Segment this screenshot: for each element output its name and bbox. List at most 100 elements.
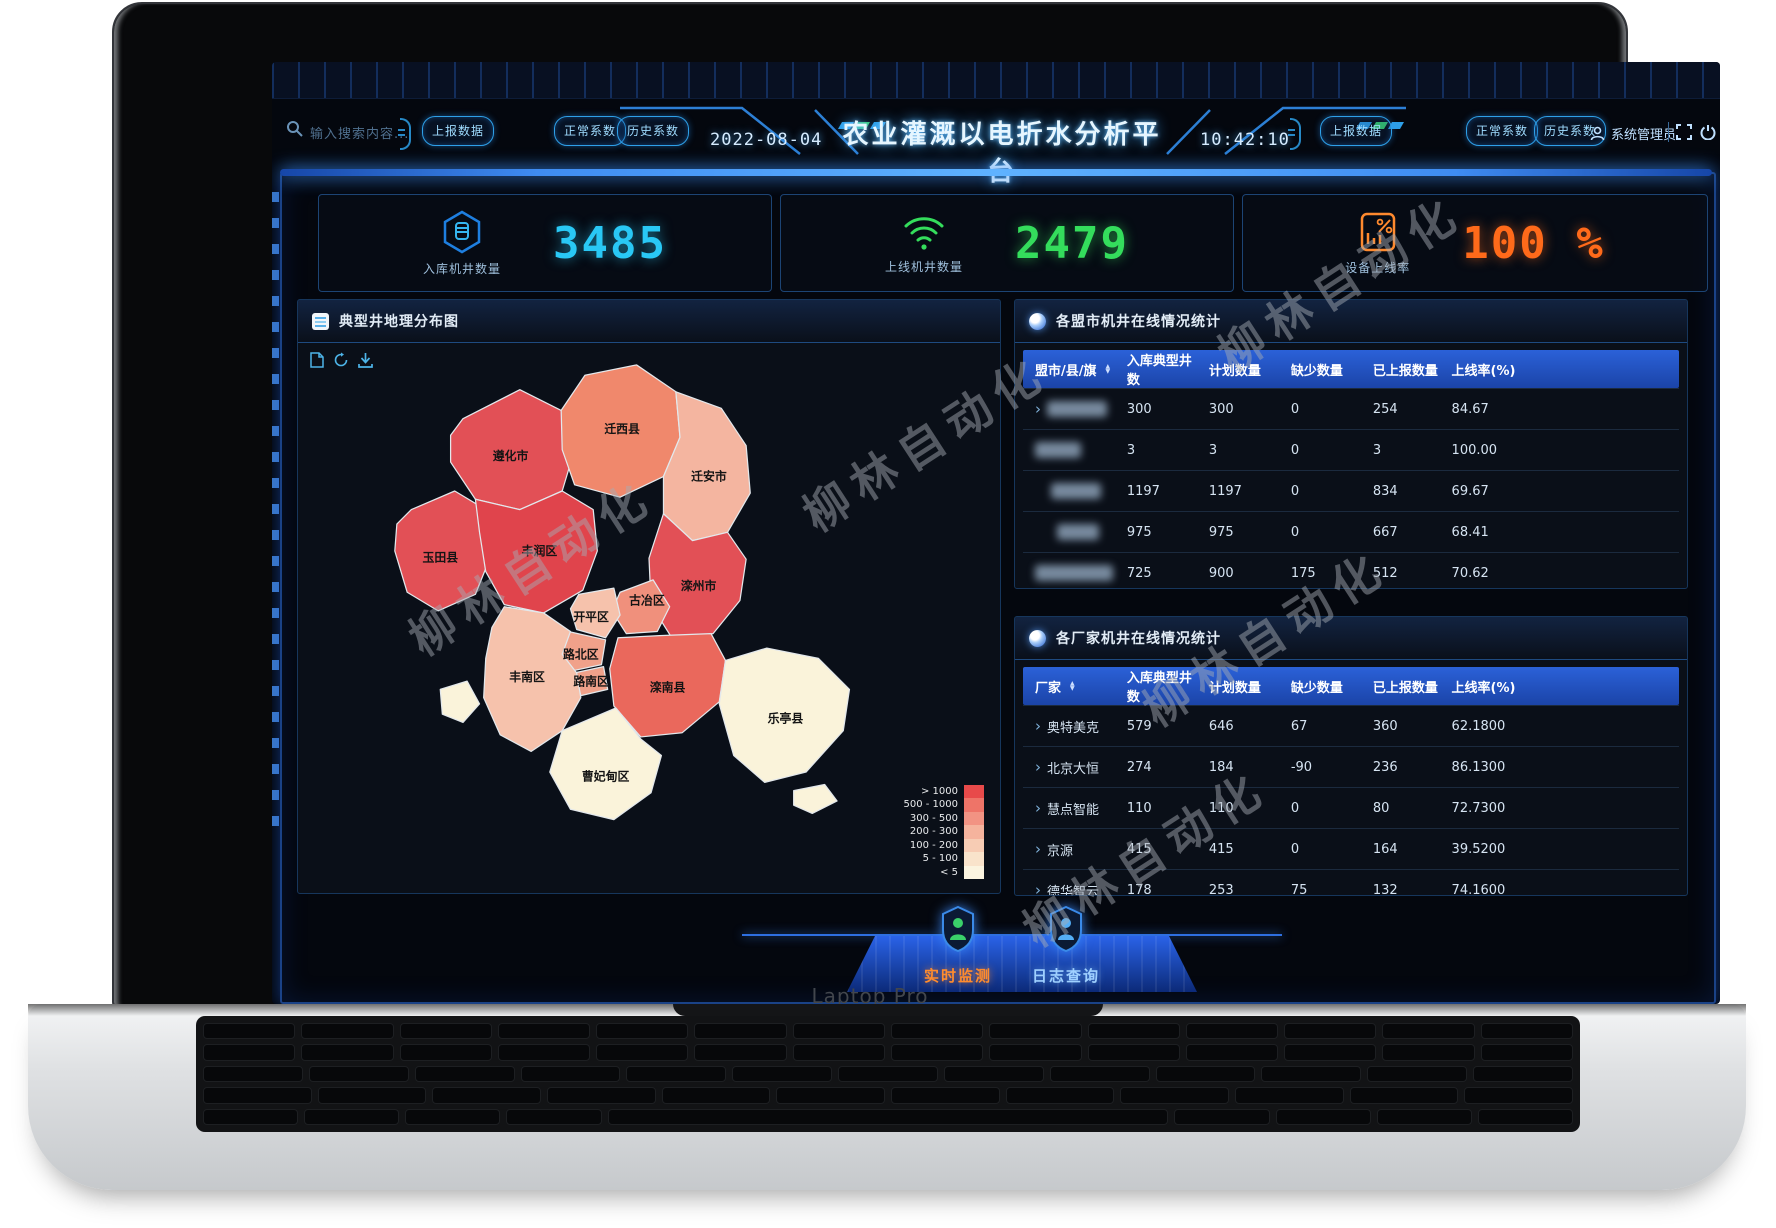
cell: 646 <box>1208 718 1234 734</box>
vendor-name: 京源 <box>1047 843 1074 859</box>
cell: 3 <box>1372 442 1382 458</box>
keyboard-key <box>308 1065 409 1083</box>
panel-handle-decoration <box>398 118 411 150</box>
region-label: 迁安市 <box>691 470 727 484</box>
report-data-button[interactable]: 上报数据 <box>422 116 495 146</box>
normal-coefficient-button[interactable]: 正常系数 <box>554 116 627 146</box>
legend-swatch <box>964 798 984 812</box>
cell: 579 <box>1126 718 1152 734</box>
search-icon[interactable] <box>286 120 303 137</box>
vendor-stats-panel: 各厂家机井在线情况统计 厂家 入库典型井数 计划数量 缺少数量 已上报数量 上线… <box>1014 616 1688 896</box>
page-title: 农业灌溉以电折水分析平台 <box>842 120 1162 187</box>
region-laoting[interactable] <box>718 647 851 784</box>
keyboard-key <box>943 1065 1044 1083</box>
legend-label: 5 - 100 <box>922 853 958 865</box>
history-coefficient-button[interactable]: 历史系数 <box>617 116 690 146</box>
table-row[interactable]: 德华智云 178 253 75 132 74.1600 <box>1023 869 1679 896</box>
table-row[interactable]: 奥特美克 579 646 67 360 62.1800 <box>1023 705 1679 746</box>
keyboard-key <box>1185 1023 1279 1040</box>
search-input[interactable]: 输入搜索内容... <box>310 127 410 142</box>
panel-handle-decoration <box>1288 118 1301 150</box>
choropleth-map[interactable]: 遵化市 迁西县 迁安市 玉田县 丰润区 滦州市 古冶区 开平区 路北区 路南区 … <box>308 346 990 884</box>
tab-realtime-monitor[interactable]: 实时监测 <box>923 967 992 985</box>
expand-chevron-icon[interactable] <box>1035 717 1041 735</box>
left-tick-decoration <box>272 192 279 832</box>
document-icon[interactable] <box>310 352 324 368</box>
region-west-blob[interactable] <box>439 680 481 724</box>
column-header: 计划数量 <box>1208 363 1261 379</box>
cell: 74.1600 <box>1451 882 1506 896</box>
power-icon[interactable] <box>1700 124 1716 140</box>
legend-label: < 5 <box>940 866 958 878</box>
table-row[interactable]: 京源 415 415 0 164 39.5200 <box>1023 828 1679 869</box>
download-icon[interactable] <box>358 352 373 368</box>
region-fengrun[interactable] <box>474 490 598 614</box>
region-label: 曹妃甸区 <box>582 769 630 783</box>
region-yutian[interactable] <box>394 490 493 612</box>
cell: 0 <box>1290 841 1300 857</box>
expand-chevron-icon[interactable] <box>1035 799 1041 817</box>
keyboard-key <box>792 1044 885 1061</box>
cell: 415 <box>1208 841 1234 857</box>
well-database-icon <box>443 210 481 253</box>
keyboard-key <box>497 1044 591 1061</box>
table-row[interactable]: 975 975 0 667 68.41 <box>1023 511 1679 552</box>
region-kaiping[interactable] <box>569 587 621 639</box>
cell: 274 <box>1126 759 1152 775</box>
kpi-value-rate: 100 % <box>1462 217 1605 269</box>
keyboard-key <box>317 1087 427 1104</box>
keyboard-key <box>203 1023 296 1040</box>
table-row[interactable]: 725 900 175 512 70.62 <box>1023 552 1679 588</box>
report-data-button-right[interactable]: 上报数据 <box>1320 116 1393 146</box>
sort-icon[interactable] <box>1106 364 1111 374</box>
keyboard-key <box>694 1023 787 1040</box>
log-badge-icon[interactable] <box>1048 906 1084 952</box>
city-panel-header: 各盟市机井在线情况统计 <box>1015 300 1687 343</box>
table-row[interactable]: 慧点智能 110 110 0 80 72.7300 <box>1023 787 1679 828</box>
sort-icon[interactable] <box>1070 681 1075 691</box>
keyboard-key <box>1087 1023 1180 1040</box>
cell: 0 <box>1290 483 1300 499</box>
header-divider <box>1668 122 1669 142</box>
region-label: 路北区 <box>563 647 599 661</box>
city-table: 盟市/县/旗 入库典型井数 计划数量 缺少数量 已上报数量 上线率(%) 300… <box>1023 350 1679 588</box>
fullscreen-icon[interactable] <box>1676 124 1692 140</box>
tab-log-query[interactable]: 日志查询 <box>1031 967 1100 985</box>
table-row[interactable]: 3 3 0 3 100.00 <box>1023 429 1679 470</box>
kpi-card-online-rate: 设备上线率 100 % <box>1242 194 1708 292</box>
expand-chevron-icon[interactable] <box>1035 881 1041 895</box>
redacted-name <box>1057 524 1099 540</box>
wifi-icon <box>904 216 944 250</box>
region-luannan[interactable] <box>609 632 727 738</box>
legend-swatch <box>964 811 984 825</box>
laptop-hinge <box>673 1004 1103 1016</box>
expand-chevron-icon[interactable] <box>1035 840 1041 858</box>
region-caofeidian[interactable] <box>549 707 663 821</box>
monitor-badge-icon[interactable] <box>940 906 976 952</box>
region-laoting-island[interactable] <box>793 783 838 815</box>
table-row[interactable]: 300 300 0 254 84.67 <box>1023 388 1679 429</box>
map-panel-header: 典型井地理分布图 <box>298 300 1000 343</box>
laptop-base <box>28 1004 1746 1190</box>
region-label: 丰南区 <box>509 670 545 684</box>
kpi-value-registered: 3485 <box>553 217 667 269</box>
expand-chevron-icon[interactable] <box>1035 400 1041 418</box>
expand-chevron-icon[interactable] <box>1035 758 1041 776</box>
keyboard-key <box>1049 1065 1150 1083</box>
keyboard-key <box>891 1087 1000 1104</box>
keyboard-key <box>792 1023 885 1040</box>
table-row[interactable]: 北京大恒 274 184 -90 236 86.1300 <box>1023 746 1679 787</box>
map-panel-icon <box>312 312 329 330</box>
user-menu[interactable]: 系统管理员 <box>1590 124 1676 143</box>
cell: 667 <box>1372 524 1398 540</box>
keyboard-key <box>838 1065 938 1083</box>
normal-coefficient-button-right[interactable]: 正常系数 <box>1466 116 1539 146</box>
keyboard-key <box>661 1087 771 1104</box>
keyboard-key <box>1284 1023 1377 1040</box>
table-row[interactable]: 1197 1197 0 834 69.67 <box>1023 470 1679 511</box>
refresh-icon[interactable] <box>333 352 349 368</box>
keyboard-key <box>989 1044 1082 1061</box>
kpi-label: 设备上线率 <box>1345 260 1411 275</box>
kpi-card-online-wells: 上线机井数量 2479 <box>780 194 1234 292</box>
redacted-name <box>1047 401 1107 417</box>
